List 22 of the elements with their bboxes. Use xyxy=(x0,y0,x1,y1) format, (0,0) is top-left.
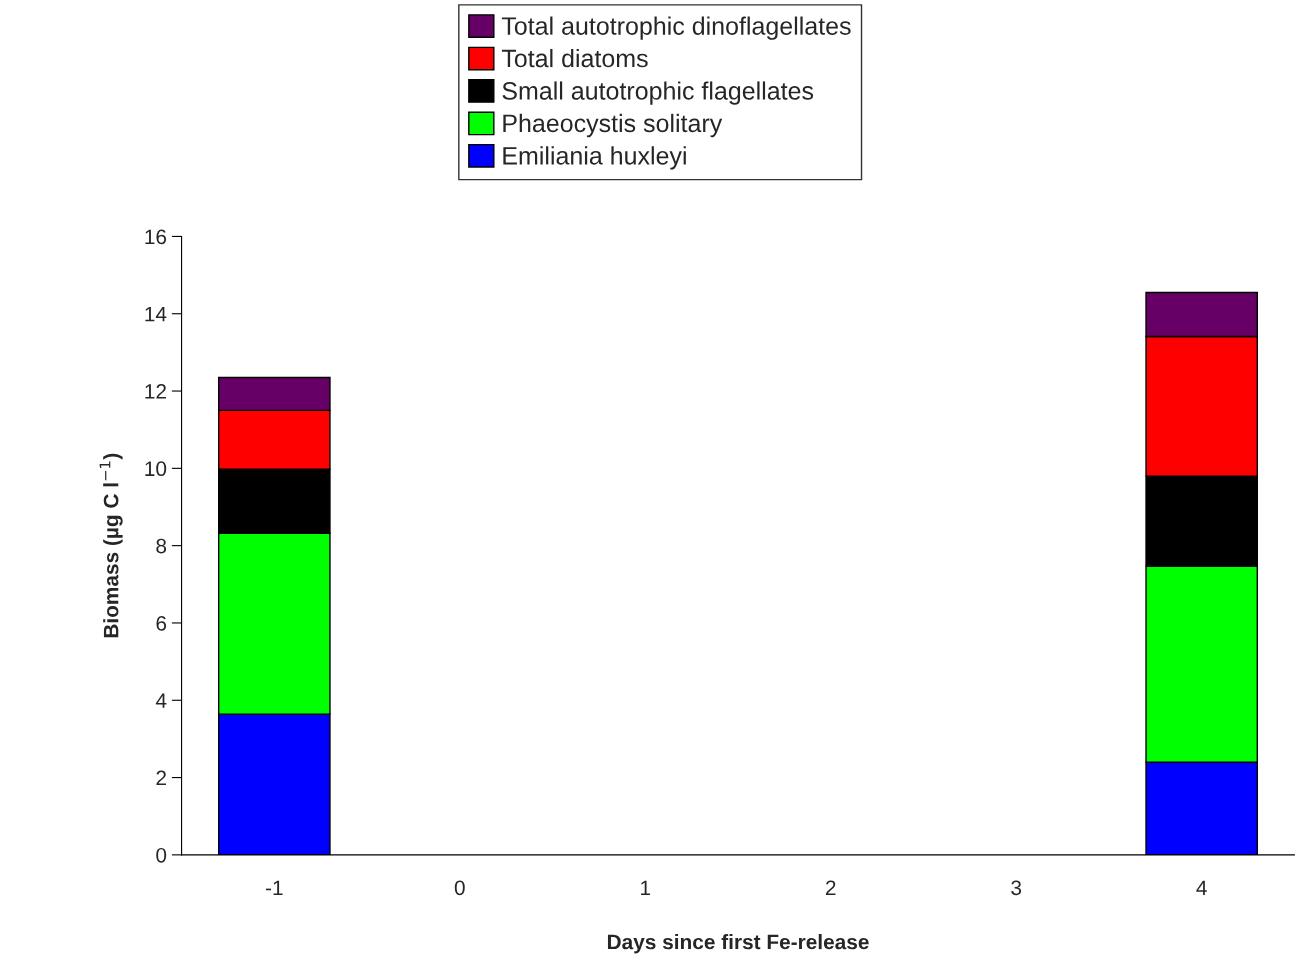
legend-label: Total diatoms xyxy=(501,48,648,68)
y-tick-label: 8 xyxy=(156,538,167,554)
legend-label: Small autotrophic flagellates xyxy=(502,81,814,105)
y-tick-label: 0 xyxy=(156,847,167,863)
x-tick-label: 0 xyxy=(454,880,465,896)
x-tick-label: 3 xyxy=(1011,880,1022,896)
y-tick-label: 10 xyxy=(145,461,167,477)
x-tick-label: -1 xyxy=(265,880,283,895)
legend-label: Emiliania huxleyi xyxy=(503,146,686,170)
y-tick-label: 6 xyxy=(156,615,167,631)
y-tick-label: 2 xyxy=(156,770,166,786)
legend-label: Total autotrophic dinoflagellates xyxy=(501,16,851,40)
y-tick-label: 14 xyxy=(145,306,167,322)
x-tick-label: 2 xyxy=(825,880,836,895)
x-tick-label: 4 xyxy=(1196,880,1207,895)
y-tick-label: 4 xyxy=(155,693,167,708)
legend-label: Phaeocystis solitary xyxy=(503,113,723,138)
y-axis-title: Biomass (µg C l$^{−1}$) xyxy=(99,453,123,638)
x-tick-label: 1 xyxy=(641,880,651,895)
y-tick-label: 16 xyxy=(145,229,167,245)
x-axis-title: Days since first Fe-release xyxy=(607,934,869,954)
y-tick-label: 12 xyxy=(145,384,166,399)
